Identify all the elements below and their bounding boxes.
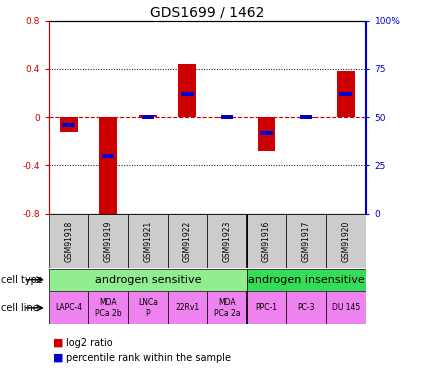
- Text: LAPC-4: LAPC-4: [55, 303, 82, 312]
- Bar: [247, 291, 286, 324]
- Text: androgen sensitive: androgen sensitive: [95, 275, 201, 285]
- Bar: [286, 291, 326, 324]
- Bar: [326, 291, 366, 324]
- Bar: [62, 123, 75, 127]
- Bar: [247, 214, 286, 268]
- Bar: [337, 71, 354, 117]
- Bar: [88, 291, 128, 324]
- Text: GSM91923: GSM91923: [222, 220, 232, 262]
- Bar: [99, 117, 117, 220]
- Text: GSM91921: GSM91921: [143, 220, 152, 262]
- Text: GSM91920: GSM91920: [341, 220, 350, 262]
- Bar: [167, 214, 207, 268]
- Bar: [142, 115, 154, 119]
- Bar: [261, 130, 273, 135]
- Bar: [297, 117, 315, 118]
- Text: cell type: cell type: [1, 275, 43, 285]
- Bar: [128, 214, 167, 268]
- Text: log2 ratio: log2 ratio: [66, 338, 113, 348]
- Bar: [207, 291, 247, 324]
- Bar: [221, 115, 233, 119]
- Bar: [300, 115, 312, 119]
- Title: GDS1699 / 1462: GDS1699 / 1462: [150, 6, 264, 20]
- Bar: [88, 214, 128, 268]
- Bar: [139, 115, 157, 117]
- Text: DU 145: DU 145: [332, 303, 360, 312]
- Bar: [102, 154, 114, 158]
- Bar: [128, 291, 167, 324]
- Bar: [207, 214, 247, 268]
- Text: 22Rv1: 22Rv1: [176, 303, 199, 312]
- Text: PC-3: PC-3: [298, 303, 315, 312]
- Text: GSM91918: GSM91918: [64, 220, 73, 262]
- Bar: [49, 291, 88, 324]
- Text: ■: ■: [53, 338, 64, 348]
- Text: cell line: cell line: [1, 303, 39, 313]
- Text: androgen insensitive: androgen insensitive: [248, 275, 365, 285]
- Text: LNCa
P: LNCa P: [138, 298, 158, 318]
- Bar: [167, 291, 207, 324]
- Text: GSM91916: GSM91916: [262, 220, 271, 262]
- Bar: [326, 214, 366, 268]
- Text: percentile rank within the sample: percentile rank within the sample: [66, 353, 231, 363]
- Bar: [218, 117, 236, 118]
- Text: ■: ■: [53, 353, 64, 363]
- Bar: [286, 214, 326, 268]
- Bar: [247, 269, 366, 291]
- Bar: [178, 64, 196, 117]
- Bar: [60, 117, 78, 132]
- Bar: [49, 214, 88, 268]
- Text: PPC-1: PPC-1: [255, 303, 278, 312]
- Text: MDA
PCa 2b: MDA PCa 2b: [95, 298, 122, 318]
- Bar: [49, 269, 247, 291]
- Bar: [258, 117, 275, 151]
- Text: GSM91917: GSM91917: [302, 220, 311, 262]
- Text: GSM91919: GSM91919: [104, 220, 113, 262]
- Bar: [181, 92, 194, 96]
- Text: MDA
PCa 2a: MDA PCa 2a: [214, 298, 240, 318]
- Bar: [340, 92, 352, 96]
- Text: GSM91922: GSM91922: [183, 220, 192, 262]
